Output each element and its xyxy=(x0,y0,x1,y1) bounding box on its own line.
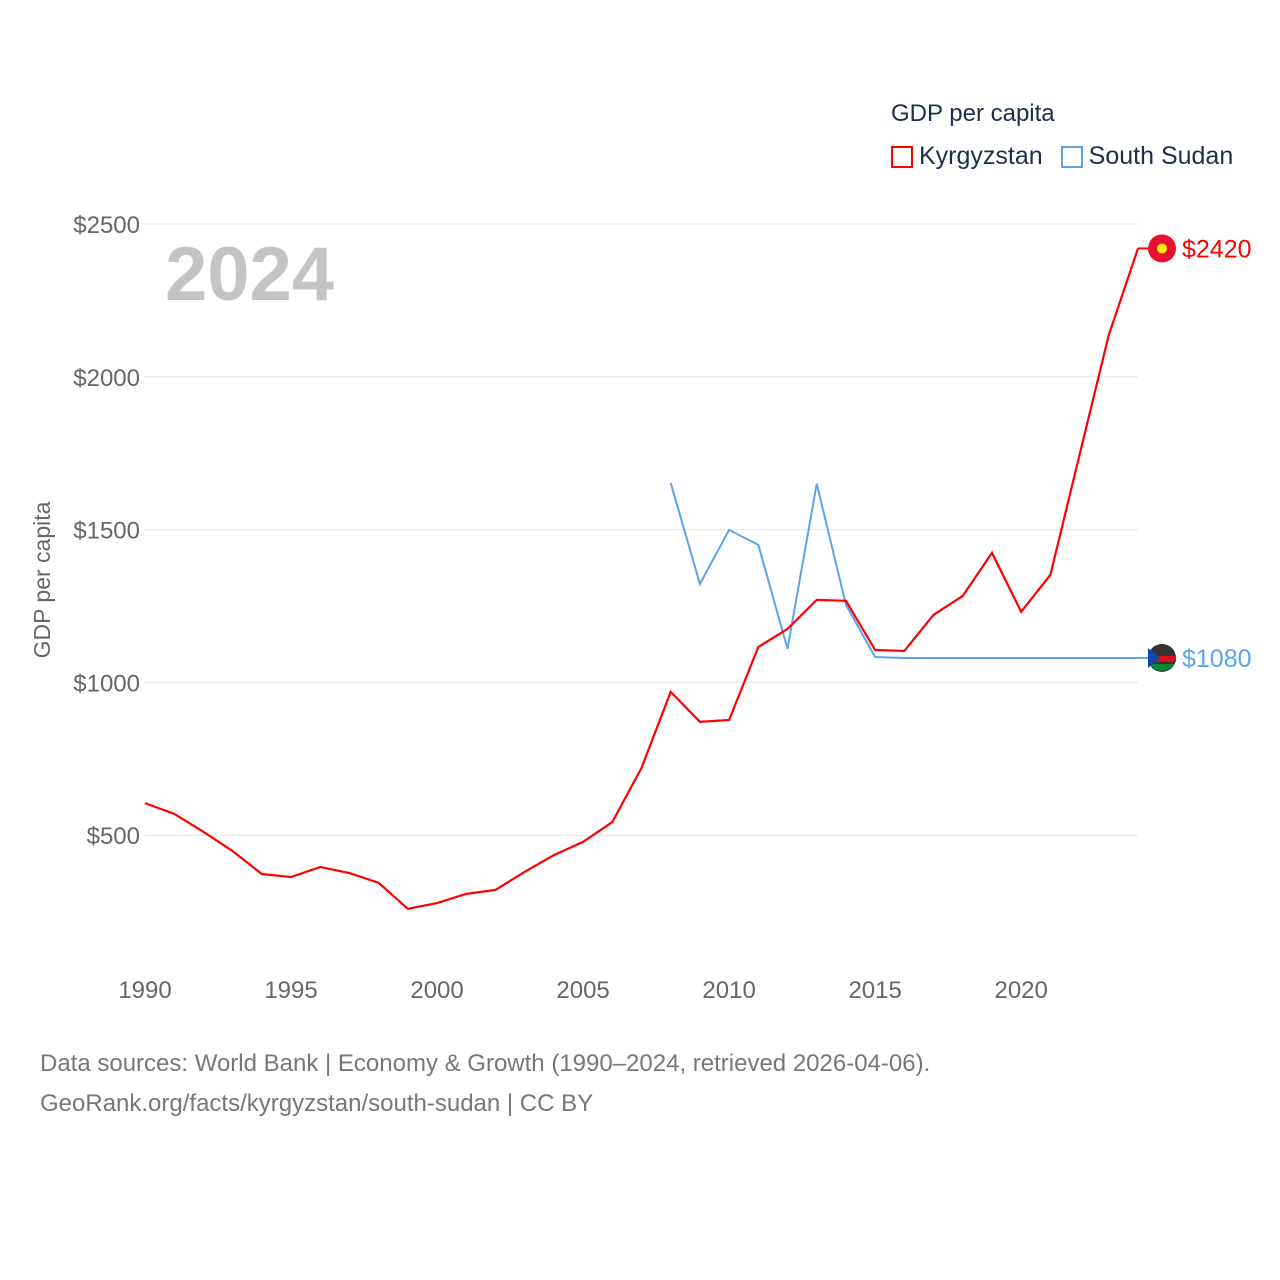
x-tick-label: 2000 xyxy=(410,977,463,1004)
series-line-kyrgyzstan xyxy=(144,248,1140,911)
flag-stripe xyxy=(1148,655,1176,662)
x-tick-label: 2005 xyxy=(556,977,609,1004)
y-tick-label: $1000 xyxy=(73,670,140,697)
y-tick-label: $2500 xyxy=(73,212,140,239)
year-label: 2024 xyxy=(165,232,334,317)
legend-item-kyrgyzstan[interactable]: Kyrgyzstan xyxy=(891,142,1043,171)
end-value-label: $1080 xyxy=(1182,645,1252,673)
legend-swatch xyxy=(891,145,913,168)
end-value-label: $2420 xyxy=(1182,235,1252,263)
x-tick-label: 2015 xyxy=(848,977,901,1004)
legend: Kyrgyzstan South Sudan xyxy=(891,142,1233,171)
y-tick-label: $1500 xyxy=(73,518,140,545)
legend-swatch xyxy=(1060,145,1083,168)
flag-stripe xyxy=(1150,663,1174,671)
y-tick-label: $2000 xyxy=(73,365,140,392)
flag-sun xyxy=(1157,243,1167,254)
y-tick-label: $500 xyxy=(87,823,140,850)
series-line-south-sudan xyxy=(669,482,1138,659)
legend-label: Kyrgyzstan xyxy=(919,142,1043,170)
x-tick-label: 2010 xyxy=(702,977,755,1004)
footer: Data sources: World Bank | Economy & Gro… xyxy=(40,1044,930,1124)
x-tick-label: 1990 xyxy=(118,977,171,1004)
x-tick-label: 1995 xyxy=(264,977,317,1004)
footer-link[interactable]: GeoRank.org/facts/kyrgyzstan/south-sudan… xyxy=(40,1090,594,1117)
legend-title: GDP per capita xyxy=(891,100,1055,127)
legend-label: South Sudan xyxy=(1088,142,1234,170)
y-axis-label: GDP per capita xyxy=(29,501,55,658)
footer-source: Data sources: World Bank | Economy & Gro… xyxy=(40,1050,931,1077)
flag-triangle xyxy=(1148,647,1160,668)
legend-item-south-sudan[interactable]: South Sudan xyxy=(1060,142,1234,171)
x-tick-label: 2020 xyxy=(994,977,1047,1004)
